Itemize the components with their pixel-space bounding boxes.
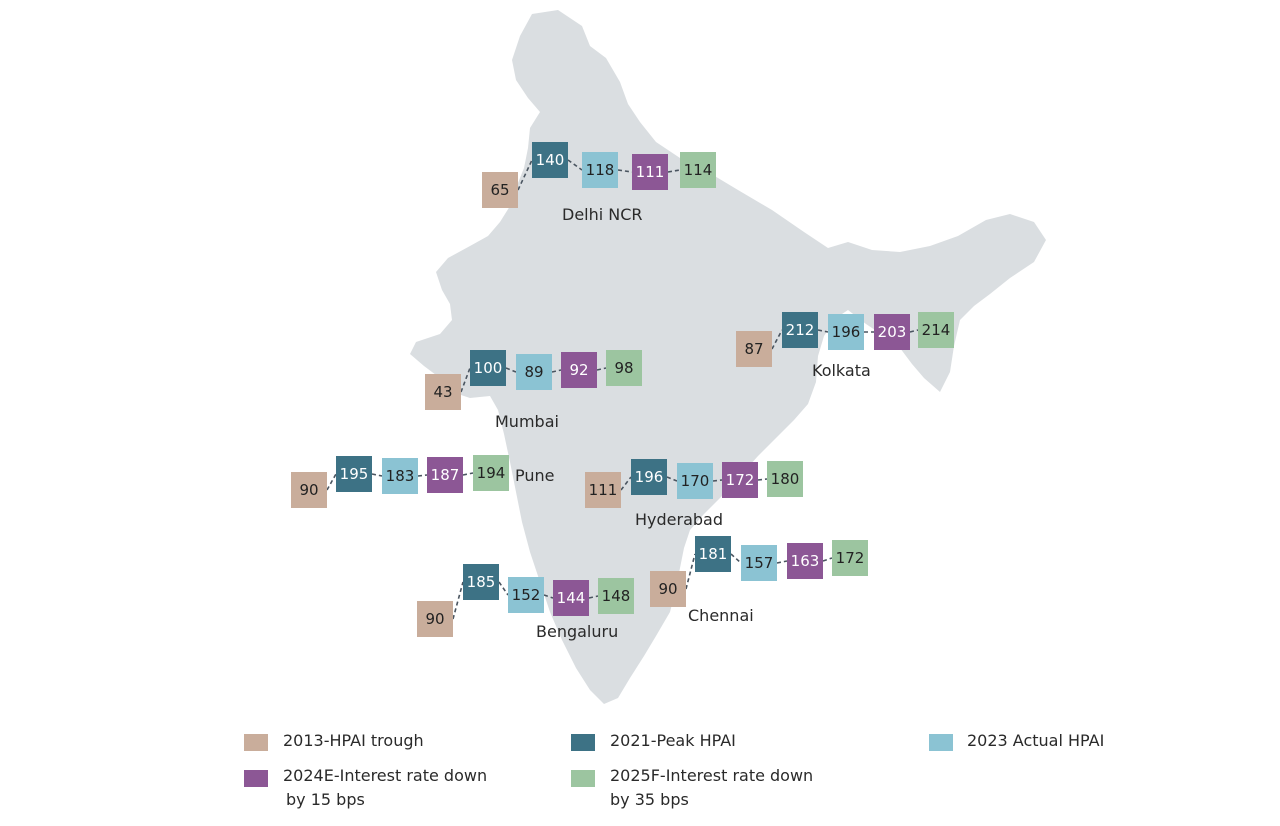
legend-swatch	[244, 734, 268, 751]
delhi-ncr-connector	[517, 159, 533, 191]
pune-value-s2023: 183	[382, 458, 418, 494]
mumbai-connector	[505, 367, 517, 373]
hyderabad-value-s2021: 196	[631, 459, 667, 495]
chennai-connector	[776, 560, 788, 564]
kolkata-value-s2024: 203	[874, 314, 910, 350]
legend-label-line2: by 15 bps	[286, 790, 365, 809]
chennai-value-s2021: 181	[695, 536, 731, 572]
city-label-delhi-ncr: Delhi NCR	[562, 205, 643, 224]
chennai-connector	[730, 553, 742, 564]
pune-connector	[462, 472, 474, 476]
chennai-value-s2025: 172	[832, 540, 868, 576]
delhi-ncr-connector	[567, 159, 583, 171]
kolkata-value-s2023: 196	[828, 314, 864, 350]
kolkata-value-s2025: 214	[918, 312, 954, 348]
pune-value-s2013: 90	[291, 472, 327, 508]
india-map-outline	[326, 10, 1046, 704]
pune-connector	[417, 474, 428, 477]
hyderabad-connector	[712, 479, 723, 482]
chennai-value-s2013: 90	[650, 571, 686, 607]
mumbai-value-s2021: 100	[470, 350, 506, 386]
hyderabad-value-s2025: 180	[767, 461, 803, 497]
hyderabad-connector	[757, 478, 768, 481]
legend-label: 2024E-Interest rate down	[283, 766, 488, 785]
india-map-shape	[410, 10, 1046, 704]
delhi-ncr-value-s2024: 111	[632, 154, 668, 190]
mumbai-value-s2023: 89	[516, 354, 552, 390]
delhi-ncr-connector	[617, 169, 633, 173]
mumbai-connector	[596, 367, 607, 371]
kolkata-connector	[817, 329, 829, 333]
bengaluru-connector	[452, 581, 464, 620]
mumbai-connector	[551, 369, 562, 373]
mumbai-value-s2013: 43	[425, 374, 461, 410]
hyderabad-value-s2013: 111	[585, 472, 621, 508]
mumbai-value-s2024: 92	[561, 352, 597, 388]
bengaluru-value-s2024: 144	[553, 580, 589, 616]
pune-value-s2021: 195	[336, 456, 372, 492]
chennai-value-s2024: 163	[787, 543, 823, 579]
delhi-ncr-value-s2013: 65	[482, 172, 518, 208]
city-label-kolkata: Kolkata	[812, 361, 871, 380]
india-map-chart: 65 140 118 111 114 87 212 196 203 214 43 100 89 92 98 9…	[291, 10, 1046, 704]
hyderabad-value-s2024: 172	[722, 462, 758, 498]
bengaluru-connector	[588, 595, 599, 599]
bengaluru-value-s2021: 185	[463, 564, 499, 600]
pune-value-s2025: 194	[473, 455, 509, 491]
bengaluru-connector	[543, 594, 554, 599]
pune-connector	[326, 473, 337, 491]
legend-label: 2023 Actual HPAI	[967, 731, 1105, 750]
city-label-chennai: Chennai	[688, 606, 754, 625]
legend-label-line2: by 35 bps	[610, 790, 689, 809]
city-label-bengaluru: Bengaluru	[536, 622, 619, 641]
kolkata-connector	[771, 329, 783, 350]
bengaluru-connector	[498, 581, 509, 596]
chennai-value-s2023: 157	[741, 545, 777, 581]
city-label-pune: Pune	[515, 466, 555, 485]
pune-connector	[371, 473, 383, 477]
delhi-ncr-value-s2023: 118	[582, 152, 618, 188]
legend-swatch	[571, 770, 595, 787]
legend-swatch	[244, 770, 268, 787]
bengaluru-value-s2025: 148	[598, 578, 634, 614]
legend-swatch	[571, 734, 595, 751]
chennai-connector	[822, 557, 833, 562]
bengaluru-value-s2023: 152	[508, 577, 544, 613]
city-label-mumbai: Mumbai	[495, 412, 559, 431]
kolkata-connector	[909, 329, 919, 333]
city-label-hyderabad: Hyderabad	[635, 510, 723, 529]
pune-value-s2024: 187	[427, 457, 463, 493]
legend-label: 2013-HPAI trough	[283, 731, 424, 750]
kolkata-value-s2021: 212	[782, 312, 818, 348]
hyderabad-value-s2023: 170	[677, 463, 713, 499]
delhi-ncr-value-s2021: 140	[532, 142, 568, 178]
bengaluru-value-s2013: 90	[417, 601, 453, 637]
legend-label: 2021-Peak HPAI	[610, 731, 736, 750]
legend-label: 2025F-Interest rate down	[610, 766, 814, 785]
delhi-ncr-connector	[667, 169, 681, 173]
chennai-connector	[685, 553, 696, 590]
mumbai-value-s2025: 98	[606, 350, 642, 386]
hyderabad-connector	[620, 476, 632, 491]
kolkata-value-s2013: 87	[736, 331, 772, 367]
hyderabad-connector	[666, 476, 678, 482]
legend-swatch	[929, 734, 953, 751]
mumbai-connector	[460, 367, 471, 393]
delhi-ncr-value-s2025: 114	[680, 152, 716, 188]
